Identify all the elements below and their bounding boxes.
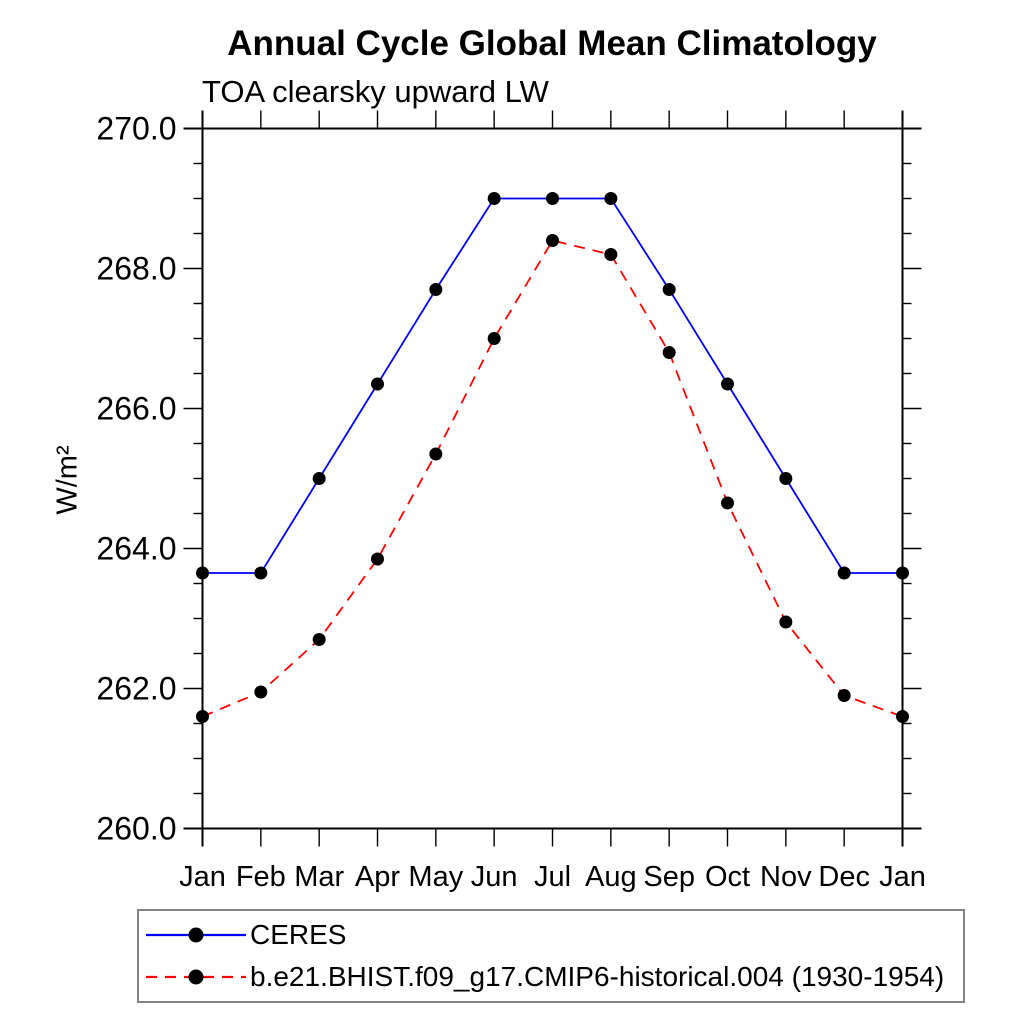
x-axis-month-label: Jan [179, 861, 226, 893]
series-line-ceres [202, 197, 903, 574]
legend-box: CERES b.e21.BHIST.f09_g17.CMIP6-historic… [137, 909, 965, 1003]
data-point-marker [429, 447, 443, 461]
x-axis-month-label: Oct [705, 861, 750, 893]
data-point-marker [371, 552, 384, 566]
data-point-marker [837, 566, 851, 580]
x-axis-month-label: Apr [355, 861, 400, 893]
data-point-marker [779, 472, 793, 485]
x-axis-month-label: Jun [471, 861, 518, 893]
x-axis-month-label: May [408, 861, 463, 893]
data-point-marker [662, 346, 676, 359]
x-axis-month-label: Mar [294, 861, 344, 893]
chart-subtitle: TOA clearsky upward LW [202, 74, 549, 109]
x-axis-month-label: Jul [534, 861, 571, 893]
data-point-marker [429, 283, 443, 296]
data-point-marker [837, 689, 851, 702]
data-point-marker [487, 332, 501, 345]
y-axis-tick-label: 268.0 [96, 251, 176, 287]
data-point-marker [779, 615, 793, 629]
y-axis-tick-label: 270.0 [96, 111, 176, 147]
x-axis-month-label: Feb [236, 861, 286, 893]
data-point-marker [371, 377, 384, 391]
data-point-marker [604, 248, 618, 261]
y-axis-tick-label: 266.0 [96, 391, 176, 427]
data-point-marker [254, 566, 268, 580]
x-axis-month-label: Dec [818, 861, 870, 893]
data-point-marker [604, 192, 618, 205]
x-axis-month-label: Nov [760, 861, 812, 893]
legend-label-ceres: CERES [250, 919, 347, 950]
ceres-line-swatch [146, 927, 246, 943]
chart-title: Annual Cycle Global Mean Climatology [227, 24, 877, 63]
x-axis-month-label: Sep [643, 861, 695, 893]
data-point-marker [896, 710, 909, 723]
y-axis-tick-label: 262.0 [96, 671, 176, 707]
data-point-marker [487, 192, 501, 205]
data-point-marker [896, 566, 909, 580]
data-point-marker [662, 283, 676, 296]
data-point-marker [196, 566, 209, 580]
data-point-marker [546, 192, 559, 205]
model-line-swatch [146, 969, 246, 985]
legend-item-model: b.e21.BHIST.f09_g17.CMIP6-historical.004… [139, 956, 963, 998]
data-point-marker [254, 685, 268, 699]
data-point-marker [196, 710, 209, 723]
legend-label-model: b.e21.BHIST.f09_g17.CMIP6-historical.004… [250, 961, 945, 992]
y-axis-tick-label: 260.0 [96, 811, 176, 847]
data-point-marker [721, 377, 734, 391]
data-point-marker [721, 496, 734, 510]
data-point-marker [312, 633, 326, 646]
x-axis-month-label: Aug [585, 861, 637, 893]
x-axis-month-label: Jan [879, 861, 926, 893]
series-line-model [202, 239, 903, 718]
y-axis-tick-label: 264.0 [96, 531, 176, 567]
data-point-marker [546, 234, 559, 247]
legend-item-ceres: CERES [139, 914, 963, 956]
data-point-marker [312, 472, 326, 485]
